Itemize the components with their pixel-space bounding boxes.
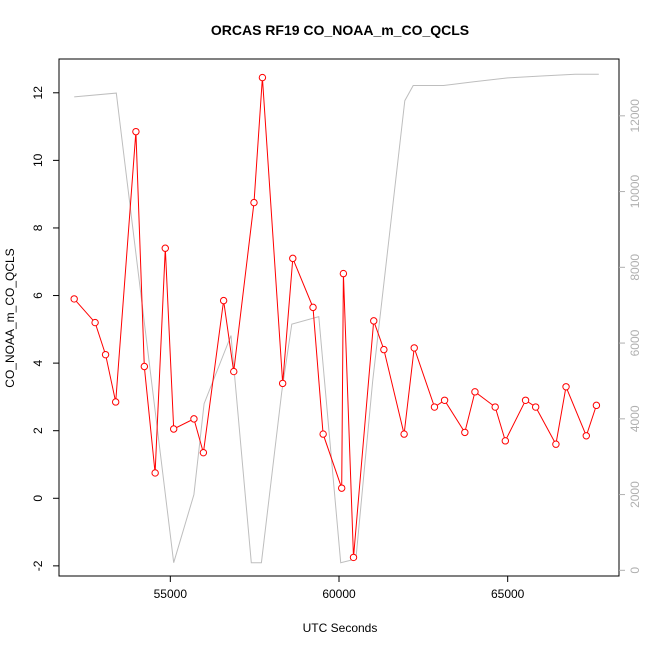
y2-tick-label: 2000 [628,481,642,508]
y-tick-label: 6 [31,292,45,299]
y2-tick-label: 0 [628,567,642,574]
x-axis: 55000 60000 65000 [154,576,525,601]
data-point [151,469,159,477]
data-point [410,344,418,352]
data-point [521,396,530,404]
data-point [531,403,540,411]
x-tick-label: 65000 [491,587,525,601]
data-point [461,428,469,437]
data-point [440,396,449,404]
y-axis: -2 0 2 4 6 8 10 12 [31,86,59,571]
data-point [319,430,327,438]
red-series-line [73,77,597,558]
data-point [552,440,560,448]
x-tick-label: 60000 [322,587,356,601]
y-tick-label: 8 [31,224,45,231]
data-point [339,269,348,278]
data-point [349,553,358,562]
data-point [501,437,510,445]
data-point [337,484,346,492]
data-point [278,379,287,388]
y-axis-label: CO_NOAA_m_CO_QCLS [3,248,17,387]
data-point [70,295,78,303]
data-point [101,350,110,359]
data-point [219,296,228,305]
y-tick-label: 10 [31,153,45,167]
data-point [370,317,378,325]
data-point [562,383,570,391]
data-point [471,388,479,396]
data-point [91,318,99,327]
data-point [592,401,601,410]
data-point [111,398,120,406]
y2-axis: 0 2000 4000 6000 8000 10000 12000 [619,99,642,574]
y-tick-label: 12 [31,86,45,100]
y-tick-label: 0 [31,495,45,502]
data-point [199,448,208,457]
y2-tick-label: 6000 [628,329,642,356]
x-axis-label: UTC Seconds [303,621,378,635]
y-tick-label: -2 [31,560,45,571]
data-point [582,432,590,440]
data-point [309,303,317,312]
y-tick-label: 4 [31,359,45,366]
y2-tick-label: 8000 [628,254,642,281]
data-point [190,415,198,423]
x-tick-label: 55000 [154,587,188,601]
data-point [161,244,169,252]
chart-title: ORCAS RF19 CO_NOAA_m_CO_QCLS [211,22,469,38]
y-tick-label: 2 [31,427,45,434]
data-point [169,425,178,433]
data-point [430,403,439,411]
data-point [258,73,267,82]
series-layer [70,73,601,564]
data-point [289,254,297,263]
data-point [380,345,388,354]
y2-tick-label: 12000 [628,99,642,133]
grey-series-line [74,73,599,564]
data-point [491,403,499,411]
data-point [132,127,140,136]
data-point [250,198,258,207]
data-point [230,367,238,376]
data-point [140,362,149,371]
y2-tick-label: 10000 [628,175,642,209]
y2-tick-label: 4000 [628,405,642,432]
data-point [400,430,408,438]
